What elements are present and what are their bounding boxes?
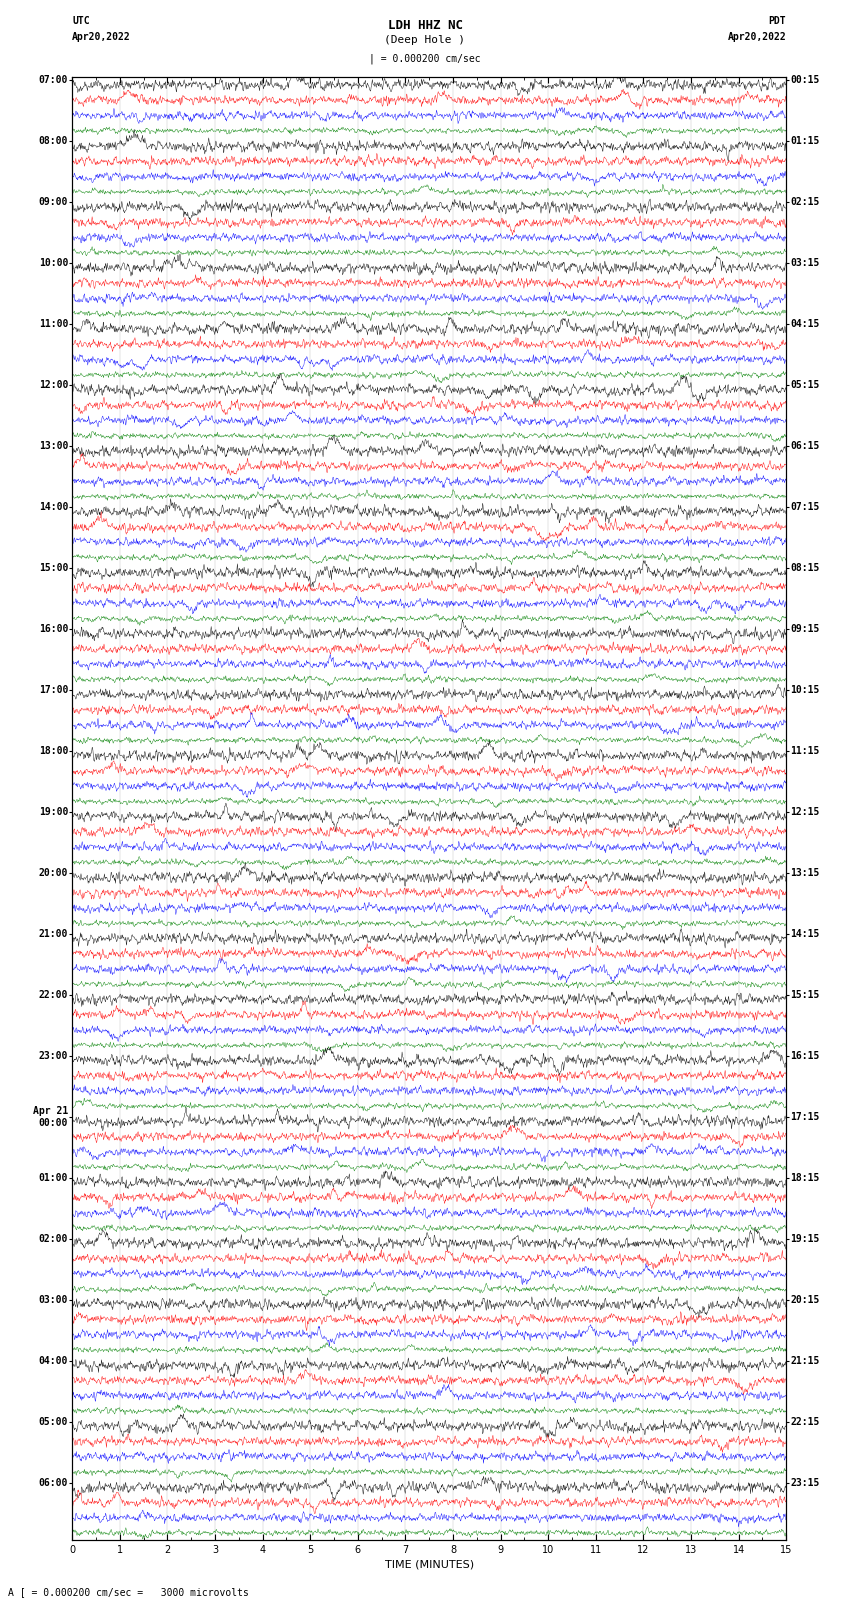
Text: UTC: UTC xyxy=(72,16,90,26)
Text: | = 0.000200 cm/sec: | = 0.000200 cm/sec xyxy=(369,53,481,65)
Text: Apr20,2022: Apr20,2022 xyxy=(728,32,786,42)
Text: LDH HHZ NC: LDH HHZ NC xyxy=(388,19,462,32)
Text: Apr20,2022: Apr20,2022 xyxy=(72,32,131,42)
Text: (Deep Hole ): (Deep Hole ) xyxy=(384,35,466,45)
Text: A [ = 0.000200 cm/sec =   3000 microvolts: A [ = 0.000200 cm/sec = 3000 microvolts xyxy=(8,1587,249,1597)
X-axis label: TIME (MINUTES): TIME (MINUTES) xyxy=(385,1560,473,1569)
Text: PDT: PDT xyxy=(768,16,786,26)
